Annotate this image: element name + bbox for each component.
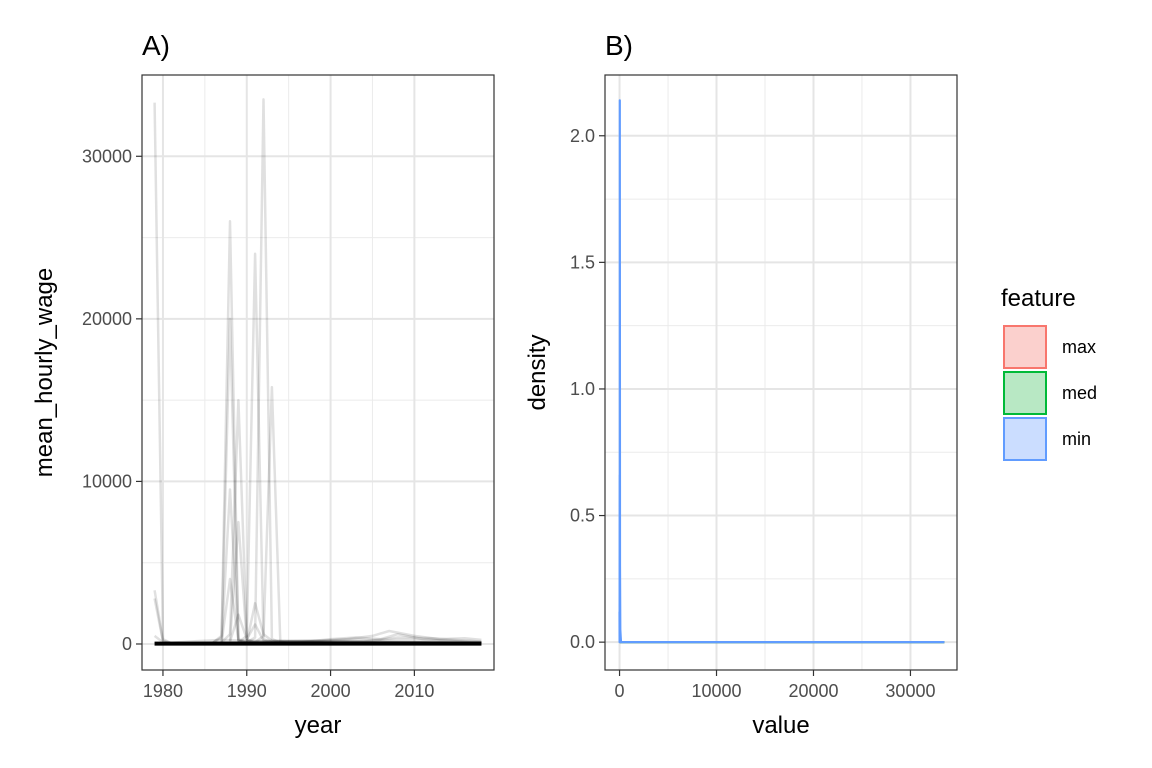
panel-a-y-tick-label: 20000 — [82, 309, 132, 329]
panel-a-y-tick-label: 30000 — [82, 146, 132, 166]
panel-b-background — [605, 75, 957, 670]
panel-b-x-tick-label: 10000 — [691, 681, 741, 701]
wage-line-19 — [154, 638, 482, 645]
legend-key-med — [1003, 371, 1047, 415]
density-line-min — [618, 99, 945, 644]
panel-b-y-tick-label: 2.0 — [570, 126, 595, 146]
panel-a-y-tick-label: 10000 — [82, 471, 132, 491]
panel-b-x-axis-title: value — [752, 712, 809, 739]
panel-b-plot-area — [618, 99, 945, 644]
panel-b-y-tick-label: 1.5 — [570, 252, 595, 272]
panel-a-border — [141, 74, 495, 671]
panel-a-x-tick-label: 1980 — [143, 681, 183, 701]
panel-b-tag: B) — [605, 30, 633, 61]
panel-a-x-tick-label: 1990 — [227, 681, 267, 701]
panel-a-tag: A) — [142, 30, 170, 61]
panel-b-y-tick-label: 0.0 — [570, 632, 595, 652]
panel-a-x-axis-title: year — [295, 712, 342, 739]
legend-label-max: max — [1062, 337, 1096, 357]
wage-line-17 — [154, 629, 482, 645]
panel-b-y-tick-label: 0.5 — [570, 506, 595, 526]
legend-key-min — [1003, 417, 1047, 461]
panel-a-background — [142, 75, 494, 670]
panel-a-x-tick-label: 2000 — [311, 681, 351, 701]
panel-b-x-tick-label: 20000 — [788, 681, 838, 701]
legend-key-max — [1003, 325, 1047, 369]
wage-line-14 — [245, 602, 482, 645]
panel-b-y-axis-title: density — [524, 334, 551, 410]
panel-b-border — [604, 74, 958, 671]
panel-a-y-tick-label: 0 — [122, 634, 132, 654]
legend-title: feature — [1001, 285, 1076, 312]
panel-a-x-tick-label: 2010 — [394, 681, 434, 701]
wage-line-16 — [154, 632, 482, 645]
panel-a-plot-area — [153, 98, 482, 646]
legend-label-med: med — [1062, 383, 1097, 403]
panel-b-x-tick-label: 0 — [615, 681, 625, 701]
legend-label-min: min — [1062, 429, 1091, 449]
panel-b-y-tick-label: 1.0 — [570, 379, 595, 399]
panel-a-y-axis-title: mean_hourly_wage — [31, 268, 58, 477]
wage-line-15 — [228, 613, 482, 645]
panel-b-x-tick-label: 30000 — [885, 681, 935, 701]
